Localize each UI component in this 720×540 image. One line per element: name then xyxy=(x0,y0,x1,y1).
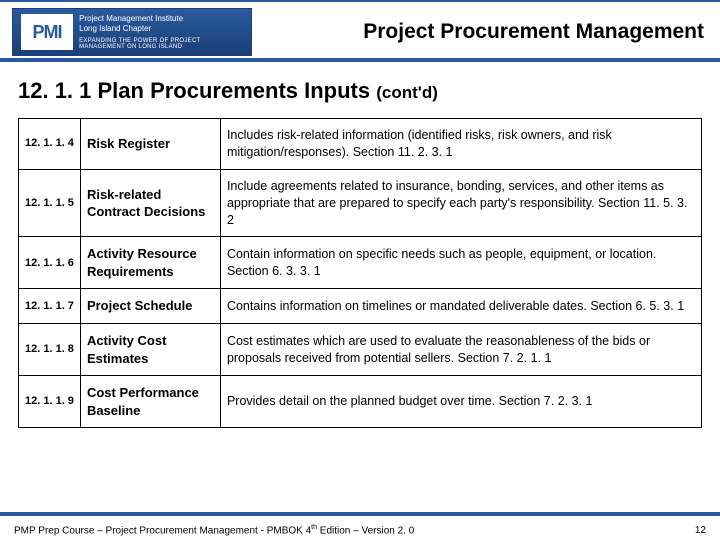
row-description: Includes risk-related information (ident… xyxy=(220,119,701,170)
table-row: 12. 1. 1. 4 Risk Register Includes risk-… xyxy=(19,119,702,170)
row-description: Contain information on specific needs su… xyxy=(220,237,701,289)
pmi-logo-line2: Long Island Chapter xyxy=(79,24,243,34)
row-name: Risk Register xyxy=(80,119,220,170)
header-title: Project Procurement Management xyxy=(252,20,708,44)
row-name: Activity Cost Estimates xyxy=(80,324,220,376)
section-heading: 12. 1. 1 Plan Procurements Inputs (cont'… xyxy=(0,62,720,114)
slide-header: PMI Project Management Institute Long Is… xyxy=(0,0,720,62)
row-name: Cost Performance Baseline xyxy=(80,376,220,428)
table-row: 12. 1. 1. 5 Risk-related Contract Decisi… xyxy=(19,169,702,237)
row-number: 12. 1. 1. 7 xyxy=(19,289,81,324)
row-number: 12. 1. 1. 8 xyxy=(19,324,81,376)
page-number: 12 xyxy=(695,525,706,536)
table-row: 12. 1. 1. 6 Activity Resource Requiremen… xyxy=(19,237,702,289)
row-name: Project Schedule xyxy=(80,289,220,324)
pmi-logo-abbr: PMI xyxy=(33,22,62,43)
row-description: Include agreements related to insurance,… xyxy=(220,169,701,237)
inputs-table: 12. 1. 1. 4 Risk Register Includes risk-… xyxy=(18,118,702,428)
section-heading-suffix: (cont'd) xyxy=(376,83,438,102)
pmi-logo-tagline: EXPANDING THE POWER OF PROJECT MANAGEMEN… xyxy=(79,38,243,50)
row-description: Contains information on timelines or man… xyxy=(220,289,701,324)
row-name: Activity Resource Requirements xyxy=(80,237,220,289)
row-name: Risk-related Contract Decisions xyxy=(80,169,220,237)
table-row: 12. 1. 1. 7 Project Schedule Contains in… xyxy=(19,289,702,324)
row-description: Cost estimates which are used to evaluat… xyxy=(220,324,701,376)
pmi-logo-line1: Project Management Institute xyxy=(79,14,243,24)
row-number: 12. 1. 1. 5 xyxy=(19,169,81,237)
row-number: 12. 1. 1. 6 xyxy=(19,237,81,289)
row-number: 12. 1. 1. 4 xyxy=(19,119,81,170)
footer-text: PMP Prep Course – Project Procurement Ma… xyxy=(14,524,414,536)
pmi-logo-badge: PMI xyxy=(21,14,73,50)
section-heading-main: 12. 1. 1 Plan Procurements Inputs xyxy=(18,78,376,103)
footer-text-b: Edition – Version 2. 0 xyxy=(317,525,414,536)
pmi-logo-lines: Project Management Institute Long Island… xyxy=(79,14,243,33)
table-row: 12. 1. 1. 9 Cost Performance Baseline Pr… xyxy=(19,376,702,428)
footer-text-a: PMP Prep Course – Project Procurement Ma… xyxy=(14,525,311,536)
pmi-logo-text-block: Project Management Institute Long Island… xyxy=(79,14,243,49)
row-description: Provides detail on the planned budget ov… xyxy=(220,376,701,428)
slide-footer: PMP Prep Course – Project Procurement Ma… xyxy=(0,512,720,540)
table-row: 12. 1. 1. 8 Activity Cost Estimates Cost… xyxy=(19,324,702,376)
pmi-logo: PMI Project Management Institute Long Is… xyxy=(12,8,252,56)
slide-page: PMI Project Management Institute Long Is… xyxy=(0,0,720,540)
row-number: 12. 1. 1. 9 xyxy=(19,376,81,428)
